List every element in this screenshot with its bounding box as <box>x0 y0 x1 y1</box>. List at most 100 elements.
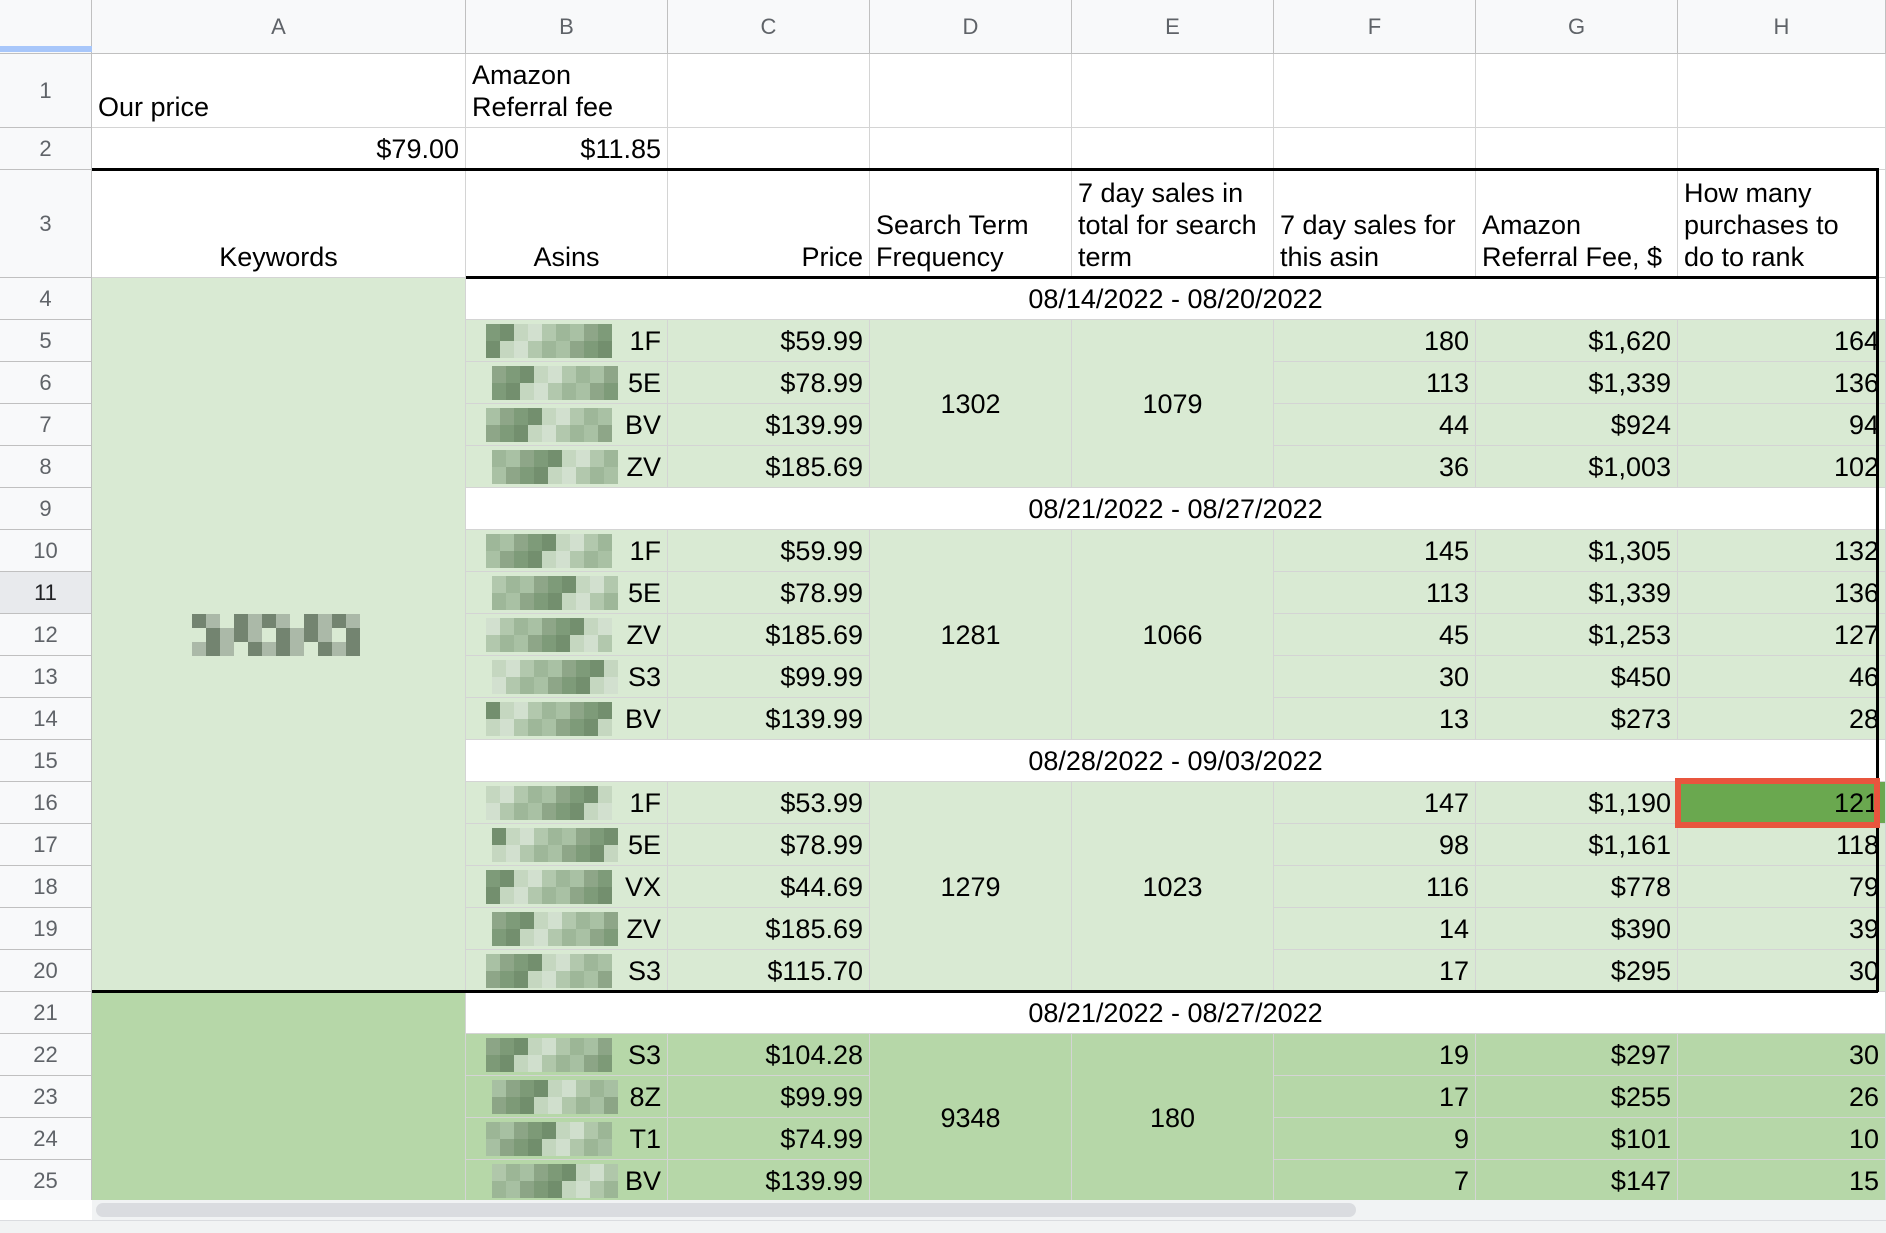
total-sales-cell[interactable]: 1023 <box>1072 782 1274 992</box>
price-cell[interactable]: $139.99 <box>668 404 870 446</box>
price-cell[interactable]: $59.99 <box>668 530 870 572</box>
price-cell[interactable]: $139.99 <box>668 698 870 740</box>
referral-fee-cell[interactable]: $297 <box>1476 1034 1678 1076</box>
search-term-frequency-cell[interactable]: 1279 <box>870 782 1072 992</box>
row-header-3[interactable]: 3 <box>0 170 92 278</box>
header-purchases-to-rank[interactable]: How many purchases to do to rank <box>1678 170 1886 278</box>
cell-h2[interactable] <box>1678 128 1886 170</box>
price-cell[interactable]: $78.99 <box>668 362 870 404</box>
date-range-row[interactable]: 08/21/2022 - 08/27/2022 <box>466 488 1886 530</box>
asin-sales-cell[interactable]: 7 <box>1274 1160 1476 1200</box>
header-total-sales[interactable]: 7 day sales in total for search term <box>1072 170 1274 278</box>
date-range-row[interactable]: 08/14/2022 - 08/20/2022 <box>466 278 1886 320</box>
referral-fee-cell[interactable]: $101 <box>1476 1118 1678 1160</box>
row-header-6[interactable]: 6 <box>0 362 92 404</box>
asin-sales-cell[interactable]: 36 <box>1274 446 1476 488</box>
purchases-to-rank-cell[interactable]: 30 <box>1678 1034 1886 1076</box>
row-header-7[interactable]: 7 <box>0 404 92 446</box>
row-header-25[interactable]: 25 <box>0 1160 92 1200</box>
referral-fee-cell[interactable]: $1,253 <box>1476 614 1678 656</box>
asin-sales-cell[interactable]: 116 <box>1274 866 1476 908</box>
purchases-to-rank-cell[interactable]: 136 <box>1678 572 1886 614</box>
referral-fee-cell[interactable]: $1,161 <box>1476 824 1678 866</box>
row-header-21[interactable]: 21 <box>0 992 92 1034</box>
price-cell[interactable]: $139.99 <box>668 1160 870 1200</box>
referral-fee-cell[interactable]: $255 <box>1476 1076 1678 1118</box>
referral-fee-cell[interactable]: $1,003 <box>1476 446 1678 488</box>
asin-sales-cell[interactable]: 113 <box>1274 362 1476 404</box>
row-header-14[interactable]: 14 <box>0 698 92 740</box>
search-term-frequency-cell[interactable]: 1302 <box>870 320 1072 488</box>
row-header-19[interactable]: 19 <box>0 908 92 950</box>
cell-c1[interactable] <box>668 54 870 128</box>
purchases-to-rank-cell[interactable]: 46 <box>1678 656 1886 698</box>
row-header-5[interactable]: 5 <box>0 320 92 362</box>
asin-sales-cell[interactable]: 19 <box>1274 1034 1476 1076</box>
referral-fee-value[interactable]: $11.85 <box>466 128 668 170</box>
purchases-to-rank-cell[interactable]: 164 <box>1678 320 1886 362</box>
cell-e2[interactable] <box>1072 128 1274 170</box>
referral-fee-cell[interactable]: $450 <box>1476 656 1678 698</box>
purchases-to-rank-cell[interactable]: 39 <box>1678 908 1886 950</box>
price-cell[interactable]: $185.69 <box>668 614 870 656</box>
header-keywords[interactable]: Keywords <box>92 170 466 278</box>
referral-fee-cell[interactable]: $1,339 <box>1476 572 1678 614</box>
asin-sales-cell[interactable]: 17 <box>1274 1076 1476 1118</box>
cell-d2[interactable] <box>870 128 1072 170</box>
price-cell[interactable]: $44.69 <box>668 866 870 908</box>
our-price-value[interactable]: $79.00 <box>92 128 466 170</box>
price-cell[interactable]: $53.99 <box>668 782 870 824</box>
price-cell[interactable]: $78.99 <box>668 824 870 866</box>
header-referral-fee[interactable]: Amazon Referral Fee, $ <box>1476 170 1678 278</box>
row-header-2[interactable]: 2 <box>0 128 92 170</box>
row-header-4[interactable]: 4 <box>0 278 92 320</box>
search-term-frequency-cell[interactable]: 1281 <box>870 530 1072 740</box>
price-cell[interactable]: $115.70 <box>668 950 870 992</box>
date-range-row[interactable]: 08/28/2022 - 09/03/2022 <box>466 740 1886 782</box>
row-header-8[interactable]: 8 <box>0 446 92 488</box>
row-header-13[interactable]: 13 <box>0 656 92 698</box>
purchases-to-rank-cell[interactable]: 132 <box>1678 530 1886 572</box>
column-header-g[interactable]: G <box>1476 0 1678 54</box>
price-cell[interactable]: $185.69 <box>668 908 870 950</box>
price-cell[interactable]: $104.28 <box>668 1034 870 1076</box>
total-sales-cell[interactable]: 1066 <box>1072 530 1274 740</box>
cell-e1[interactable] <box>1072 54 1274 128</box>
asin-sales-cell[interactable]: 98 <box>1274 824 1476 866</box>
referral-fee-cell[interactable]: $295 <box>1476 950 1678 992</box>
row-header-12[interactable]: 12 <box>0 614 92 656</box>
purchases-to-rank-cell[interactable]: 127 <box>1678 614 1886 656</box>
column-header-a[interactable]: A <box>92 0 466 54</box>
price-cell[interactable]: $78.99 <box>668 572 870 614</box>
horizontal-scrollbar-thumb[interactable] <box>96 1203 1356 1217</box>
asin-sales-cell[interactable]: 14 <box>1274 908 1476 950</box>
header-search-term-frequency[interactable]: Search Term Frequency <box>870 170 1072 278</box>
purchases-to-rank-cell[interactable]: 102 <box>1678 446 1886 488</box>
asin-sales-cell[interactable]: 13 <box>1274 698 1476 740</box>
header-price[interactable]: Price <box>668 170 870 278</box>
referral-fee-cell[interactable]: $147 <box>1476 1160 1678 1200</box>
purchases-to-rank-cell[interactable]: 28 <box>1678 698 1886 740</box>
price-cell[interactable]: $59.99 <box>668 320 870 362</box>
purchases-to-rank-cell[interactable]: 30 <box>1678 950 1886 992</box>
row-header-22[interactable]: 22 <box>0 1034 92 1076</box>
asin-sales-cell[interactable]: 147 <box>1274 782 1476 824</box>
row-header-11[interactable]: 11 <box>0 572 92 614</box>
price-cell[interactable]: $99.99 <box>668 656 870 698</box>
cell-b1[interactable]: Amazon Referral fee <box>466 54 668 128</box>
column-header-e[interactable]: E <box>1072 0 1274 54</box>
cell-g2[interactable] <box>1476 128 1678 170</box>
date-range-row[interactable]: 08/21/2022 - 08/27/2022 <box>466 992 1886 1034</box>
price-cell[interactable]: $99.99 <box>668 1076 870 1118</box>
asin-sales-cell[interactable]: 30 <box>1274 656 1476 698</box>
row-header-23[interactable]: 23 <box>0 1076 92 1118</box>
price-cell[interactable]: $74.99 <box>668 1118 870 1160</box>
referral-fee-cell[interactable]: $390 <box>1476 908 1678 950</box>
row-header-16[interactable]: 16 <box>0 782 92 824</box>
header-asin-sales[interactable]: 7 day sales for this asin <box>1274 170 1476 278</box>
purchases-to-rank-cell[interactable]: 118 <box>1678 824 1886 866</box>
row-header-1[interactable]: 1 <box>0 54 92 128</box>
referral-fee-cell[interactable]: $1,620 <box>1476 320 1678 362</box>
purchases-to-rank-cell[interactable]: 15 <box>1678 1160 1886 1200</box>
asin-sales-cell[interactable]: 45 <box>1274 614 1476 656</box>
